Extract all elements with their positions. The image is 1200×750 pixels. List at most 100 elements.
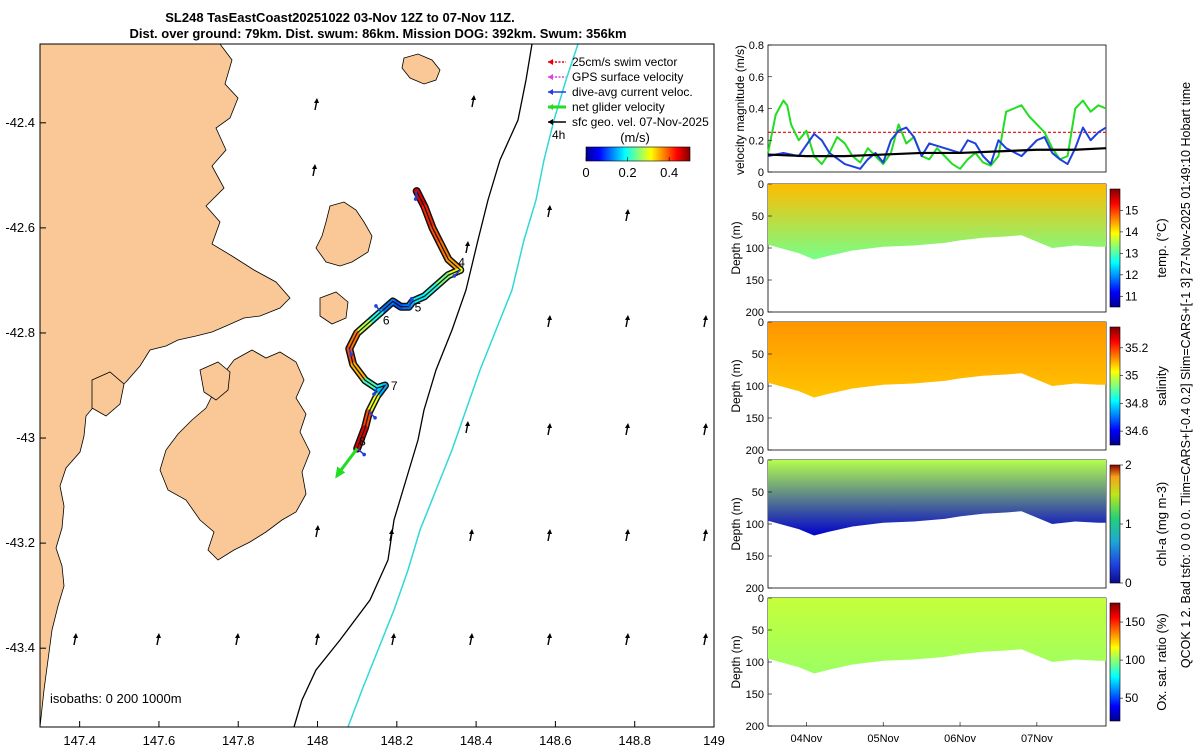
map-xtick-label: 148.8 bbox=[618, 733, 651, 748]
section-colorbar bbox=[1109, 188, 1121, 308]
section-panel: 0 50 100 150 200 Depth (m) 11 12 13 14 15 temp. (°C… bbox=[729, 179, 1169, 319]
track-colorbar-tick-label: 0.2 bbox=[619, 165, 637, 180]
geo-velocity-head bbox=[625, 209, 630, 214]
map-ytick-label: -43.4 bbox=[5, 640, 35, 655]
dive-avg-current-arrow bbox=[452, 269, 461, 278]
geo-velocity-arrow bbox=[625, 529, 630, 542]
section-fill bbox=[768, 598, 1106, 674]
track-colorbar-ticks: 0 0.2 0.4 bbox=[582, 157, 678, 180]
legend-label: dive-avg current veloc. bbox=[572, 85, 693, 99]
track-day-label: 6 bbox=[383, 313, 390, 327]
track-day-label: 8 bbox=[359, 434, 366, 448]
geo-velocity-arrow bbox=[703, 633, 708, 646]
geo-velocity-arrow bbox=[314, 98, 319, 111]
velocity-ylabel: velocity magnitude (m/s) bbox=[733, 45, 747, 175]
section-colorbar-tick-label: 0 bbox=[1125, 576, 1132, 590]
geo-velocity-head bbox=[625, 529, 630, 534]
track-colorbar-tick-label: 0 bbox=[582, 165, 589, 180]
dive-avg-current-arrow bbox=[372, 387, 378, 396]
bruny-area bbox=[91, 371, 125, 417]
section-panel: 0 50 100 150 200 Depth (m) 50 100 150 Ox. sat. ra… bbox=[729, 593, 1169, 745]
geo-velocity-arrow bbox=[547, 205, 552, 218]
dive-avg-head bbox=[452, 274, 457, 278]
geo-velocity-head bbox=[315, 633, 320, 638]
track-day-label: 5 bbox=[415, 300, 422, 314]
tasmania-land bbox=[40, 44, 441, 727]
dive-avg-head bbox=[373, 415, 377, 420]
geo-velocity-arrow bbox=[156, 633, 161, 646]
geo-velocity-arrow bbox=[315, 633, 320, 646]
dive-avg-current-arrow bbox=[374, 304, 382, 313]
section-xtick-label: 06Nov bbox=[944, 733, 976, 745]
legend-label: net glider velocity bbox=[572, 100, 665, 114]
isobath-1000m bbox=[347, 44, 579, 727]
geo-velocity-head bbox=[547, 423, 552, 428]
geo-velocity-head bbox=[547, 205, 552, 210]
dive-avg-head bbox=[413, 197, 418, 201]
velocity-ytick-label: 0.2 bbox=[749, 135, 764, 147]
geo-velocity-arrow bbox=[625, 423, 630, 436]
section-ytick-label: 50 bbox=[752, 625, 764, 637]
track-day-label: 7 bbox=[391, 379, 398, 393]
legend-item: dive-avg current veloc. bbox=[548, 85, 693, 99]
section-ytick-label: 200 bbox=[746, 721, 764, 733]
section-colorbar-label: salinity bbox=[1154, 366, 1169, 406]
geo-velocity-head bbox=[389, 529, 394, 534]
maria-island bbox=[315, 201, 373, 267]
section-colorbar-label: temp. (°C) bbox=[1154, 218, 1169, 277]
geo-velocity-arrow bbox=[547, 315, 552, 328]
map-ytick-label: -42.8 bbox=[5, 325, 35, 340]
dive-avg-head bbox=[349, 352, 354, 357]
velocity-ytick-label: 0.4 bbox=[749, 104, 764, 116]
section-colorbar bbox=[1109, 602, 1121, 722]
map-ytick-label: -42.4 bbox=[5, 115, 35, 130]
isobaths-label: isobaths: 0 200 1000m bbox=[50, 691, 182, 706]
side-annotation: QCOK 1 2. Bad tsfo: 0 0 0 0. Tlim=CARS+[… bbox=[1179, 82, 1193, 668]
section-colorbar-tick-label: 11 bbox=[1125, 289, 1138, 303]
velocity-panel: 0 0.2 0.4 0.6 0.8 velocity magnitude (m/s) bbox=[733, 40, 1107, 179]
section-colorbar-tick-label: 150 bbox=[1125, 615, 1145, 629]
section-colorbar-tick-label: 12 bbox=[1125, 268, 1139, 282]
section-ylabel: Depth (m) bbox=[729, 221, 743, 274]
section-colorbar-tick-label: 1 bbox=[1125, 517, 1132, 531]
geo-velocity-arrow bbox=[625, 315, 630, 328]
geo-velocity-head bbox=[391, 633, 396, 638]
section-panel: 0 50 100 150 200 Depth (m) 34.6 34.8 35 35.2 salin… bbox=[729, 317, 1169, 457]
dive-avg-current-arrow bbox=[413, 191, 418, 201]
track-colorbar-tick-label: 0.4 bbox=[660, 165, 678, 180]
section-ytick-label: 150 bbox=[746, 551, 764, 563]
geo-velocity-head bbox=[703, 315, 708, 320]
section-colorbar-tick-label: 13 bbox=[1125, 246, 1139, 260]
geo-velocity-head bbox=[547, 633, 552, 638]
section-colorbar-label: chl-a (mg m-3) bbox=[1154, 482, 1169, 567]
glider-track: 4 5 6 7 8 bbox=[335, 187, 465, 479]
geo-velocity-head bbox=[469, 633, 474, 638]
geo-velocity-head bbox=[703, 633, 708, 638]
geo-velocity-arrow bbox=[235, 633, 240, 646]
net-glider-velocity-shaft bbox=[337, 447, 359, 474]
velocity-ytick-label: 0.8 bbox=[749, 40, 764, 52]
geo-velocity-arrow bbox=[547, 633, 552, 646]
geo-velocity-arrow bbox=[703, 423, 708, 436]
geo-velocity-arrow bbox=[312, 164, 317, 177]
section-ytick-label: 200 bbox=[746, 307, 764, 319]
section-ytick-label: 150 bbox=[746, 275, 764, 287]
section-colorbar-tick-label: 15 bbox=[1125, 203, 1139, 217]
velocity-ytick-label: 0.6 bbox=[749, 72, 764, 84]
section-ytick-label: 0 bbox=[758, 317, 764, 329]
geo-velocity-arrow bbox=[315, 525, 320, 538]
section-ytick-label: 0 bbox=[758, 179, 764, 191]
section-ytick-label: 200 bbox=[746, 583, 764, 595]
section-ytick-label: 100 bbox=[746, 657, 764, 669]
geo-velocity-arrow bbox=[391, 633, 396, 646]
legend-item: net glider velocity bbox=[548, 100, 665, 114]
section-ytick-label: 150 bbox=[746, 689, 764, 701]
section-colorbar bbox=[1109, 464, 1121, 584]
section-fill bbox=[768, 184, 1106, 260]
dive-avg-head bbox=[362, 452, 366, 457]
dive-avg-current-arrow bbox=[348, 348, 354, 357]
map-xtick-label: 148.2 bbox=[381, 733, 414, 748]
velocity-y-ticks: 0 0.2 0.4 0.6 0.8 bbox=[749, 40, 772, 179]
section-panel: 0 50 100 150 200 Depth (m) 0 1 2 chl-a (mg m-3) bbox=[729, 455, 1169, 595]
